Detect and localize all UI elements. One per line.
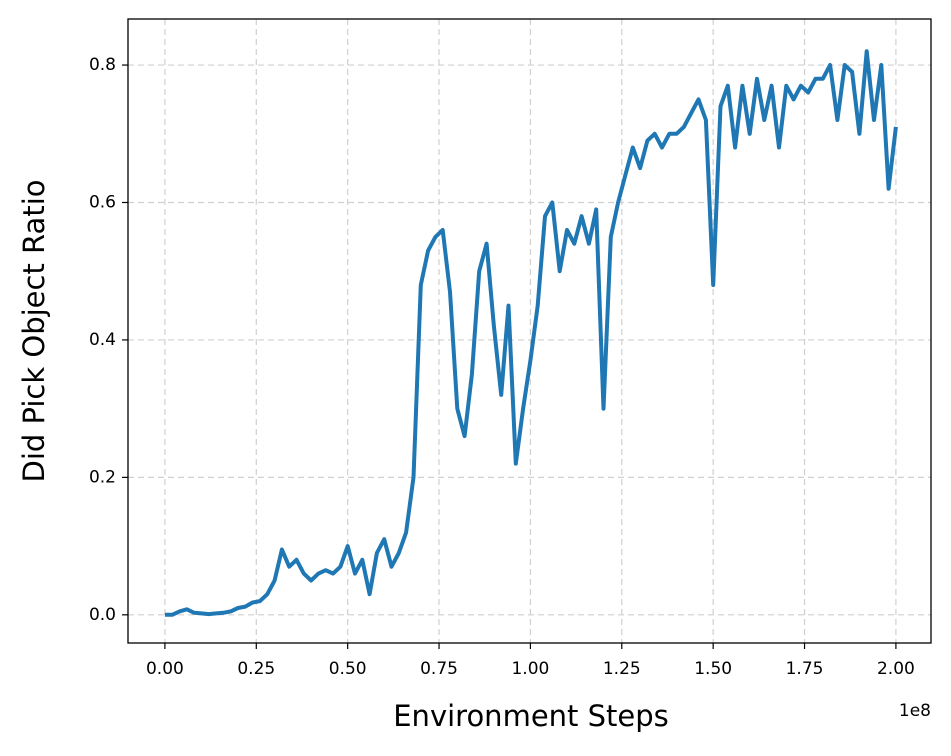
y-tick-label: 0.8 (89, 55, 116, 75)
plot-frame (127, 18, 932, 644)
x-tick-label: 1.75 (786, 659, 824, 679)
x-tick-label: 0.50 (329, 659, 367, 679)
data-line (164, 49, 898, 617)
x-tick-label: 0.75 (420, 659, 458, 679)
y-tick-label: 0.4 (89, 330, 116, 350)
y-tick-label: 0.6 (89, 192, 116, 212)
y-axis-label: Did Pick Object Ratio (17, 180, 51, 483)
y-tick-label: 0.2 (89, 467, 116, 487)
x-tick-label: 0.00 (146, 659, 184, 679)
x-tick-label: 1.00 (511, 659, 549, 679)
x-tick-label: 0.25 (237, 659, 275, 679)
x-axis-label: Environment Steps (393, 699, 669, 733)
x-tick-label: 2.00 (877, 659, 915, 679)
y-tick-label: 0.0 (89, 605, 116, 625)
x-offset-label: 1e8 (899, 701, 931, 721)
x-tick-label: 1.25 (603, 659, 641, 679)
x-tick-label: 1.50 (694, 659, 732, 679)
